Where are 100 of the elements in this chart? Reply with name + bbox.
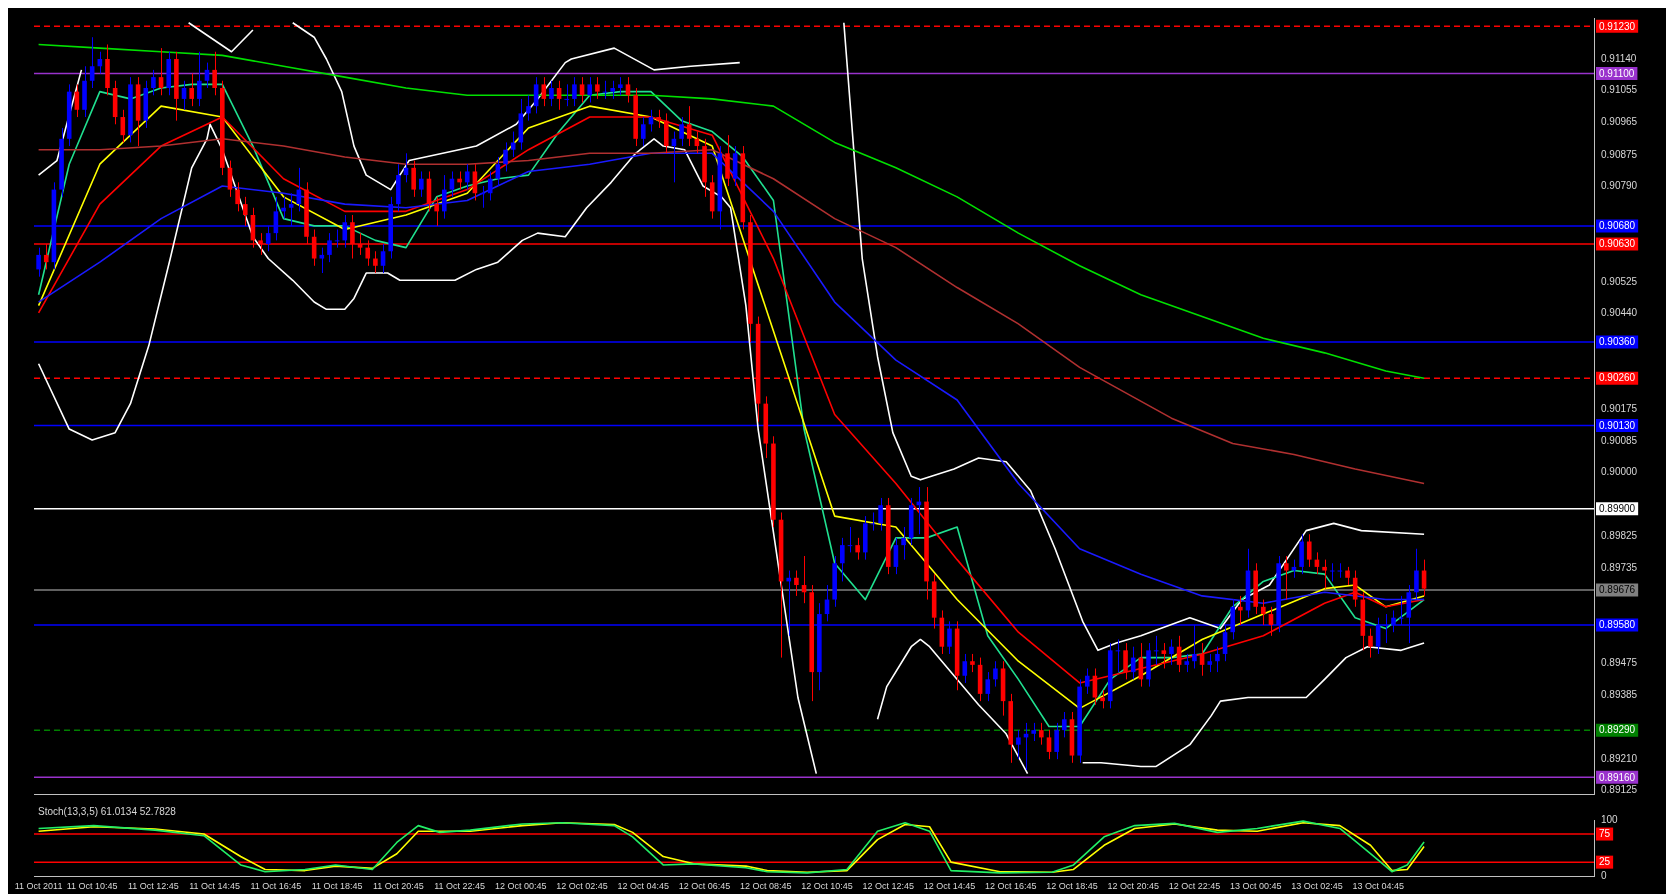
candlestick [1345, 566, 1350, 586]
y-tick-label: 0 [1601, 869, 1607, 881]
candlestick [235, 181, 240, 212]
y-tick-label: 0.91140 [1601, 52, 1637, 64]
candlestick [1291, 559, 1297, 579]
candlestick [441, 174, 447, 220]
y-tick-label: 0.90440 [1601, 306, 1638, 318]
x-tick-label: 12 Oct 08:45 [740, 881, 792, 892]
candlestick [120, 109, 126, 143]
candlestick [878, 497, 883, 532]
y-tick-label: 0.90175 [1601, 402, 1638, 414]
y-tick-label: 0.90000 [1601, 466, 1638, 478]
x-tick-label: 12 Oct 20:45 [1107, 881, 1159, 892]
x-tick-label: 12 Oct 22:45 [1168, 881, 1221, 892]
ref-line-label: 0.89900 [1599, 503, 1636, 515]
candlestick [1215, 646, 1220, 673]
y-tick-label: 0.90875 [1601, 148, 1638, 160]
y-tick-label: 0.89735 [1601, 562, 1638, 574]
y-tick-label: 100 [1601, 813, 1619, 825]
x-tick-label: 11 Oct 16:45 [250, 881, 302, 892]
candlestick [1084, 667, 1090, 695]
candlestick [36, 247, 41, 278]
candlestick [1046, 729, 1052, 760]
ref-line-label: 0.89290 [1599, 724, 1636, 736]
ref-line-label: 0.91230 [1599, 20, 1636, 32]
candlestick [1306, 533, 1312, 568]
candlestick [319, 247, 325, 274]
x-tick-label: 12 Oct 10:45 [801, 881, 853, 892]
x-tick-label: 11 Oct 22:45 [434, 881, 486, 892]
x-tick-label: 11 Oct 10:45 [66, 881, 118, 892]
candlestick [1039, 722, 1044, 746]
candlestick [1322, 559, 1327, 590]
candlestick [380, 243, 386, 274]
y-tick-label: 0.90965 [1601, 116, 1638, 128]
candlestick [1329, 562, 1335, 582]
ref-line-label: 0.90680 [1599, 220, 1636, 232]
y-tick-label: 0.89475 [1601, 656, 1638, 668]
candlestick [487, 170, 493, 201]
candlestick [151, 69, 156, 96]
ref-line-label: 0.89676 [1599, 584, 1636, 596]
candlestick [985, 671, 991, 702]
x-tick-label: 12 Oct 12:45 [862, 881, 915, 892]
x-tick-label: 12 Oct 06:45 [678, 881, 731, 892]
candlestick [1184, 653, 1190, 673]
ref-line-label: 0.89580 [1599, 619, 1636, 631]
candlestick [1031, 722, 1036, 742]
candlestick [1161, 642, 1167, 669]
candlestick [962, 653, 968, 684]
candlestick [587, 76, 593, 104]
x-tick-label: 12 Oct 04:45 [617, 881, 670, 892]
ref-line-label: 0.91100 [1599, 67, 1635, 79]
candlestick [526, 94, 531, 122]
candlestick [1062, 711, 1067, 738]
x-tick-label: 13 Oct 00:45 [1229, 881, 1282, 892]
candlestick [327, 232, 332, 263]
x-tick-label: 13 Oct 02:45 [1291, 881, 1343, 892]
ref-line-label: 0.90630 [1599, 238, 1636, 250]
candlestick [564, 83, 570, 107]
candlestick [419, 170, 424, 198]
candlestick [411, 160, 416, 198]
candlestick [89, 36, 95, 89]
y-tick-label: 0.90085 [1601, 435, 1638, 447]
ref-line-label: 0.90360 [1599, 336, 1636, 348]
x-tick-label: 11 Oct 2011 [14, 881, 63, 892]
ref-line-label: 25 [1599, 856, 1611, 868]
candlestick [1123, 642, 1128, 680]
candlestick [855, 537, 860, 561]
x-tick-label: 12 Oct 02:45 [556, 881, 608, 892]
candlestick [595, 76, 600, 100]
x-tick-label: 11 Oct 20:45 [372, 881, 424, 892]
x-tick-label: 12 Oct 18:45 [1046, 881, 1098, 892]
candlestick [495, 156, 501, 187]
ref-line-label: 0.90130 [1599, 419, 1636, 431]
y-tick-label: 0.89125 [1601, 783, 1638, 795]
candlestick [1368, 628, 1373, 659]
ref-line-label: 0.90260 [1599, 372, 1636, 384]
candlestick [549, 80, 554, 107]
y-tick-label: 0.89385 [1601, 689, 1638, 701]
x-tick-label: 11 Oct 14:45 [189, 881, 241, 892]
candlestick [510, 131, 516, 158]
candlestick [503, 141, 508, 172]
candlestick [1054, 722, 1059, 760]
y-tick-label: 0.91055 [1601, 83, 1638, 95]
x-tick-label: 12 Oct 14:45 [923, 881, 976, 892]
candlestick [572, 76, 577, 107]
candlestick [794, 570, 799, 597]
candlestick [970, 653, 975, 673]
y-tick-label: 0.89825 [1601, 529, 1638, 541]
candlestick [189, 73, 194, 107]
x-tick-label: 11 Oct 12:45 [127, 881, 179, 892]
candlestick [1100, 689, 1105, 709]
candlestick [641, 116, 646, 147]
candlestick [901, 526, 906, 561]
ref-line-label: 0.89160 [1599, 771, 1636, 783]
candlestick [480, 185, 485, 209]
candlestick [618, 76, 623, 96]
ref-line-label: 75 [1599, 828, 1611, 840]
candlestick [840, 537, 845, 582]
candlestick [242, 196, 248, 227]
candlestick [1414, 548, 1419, 601]
